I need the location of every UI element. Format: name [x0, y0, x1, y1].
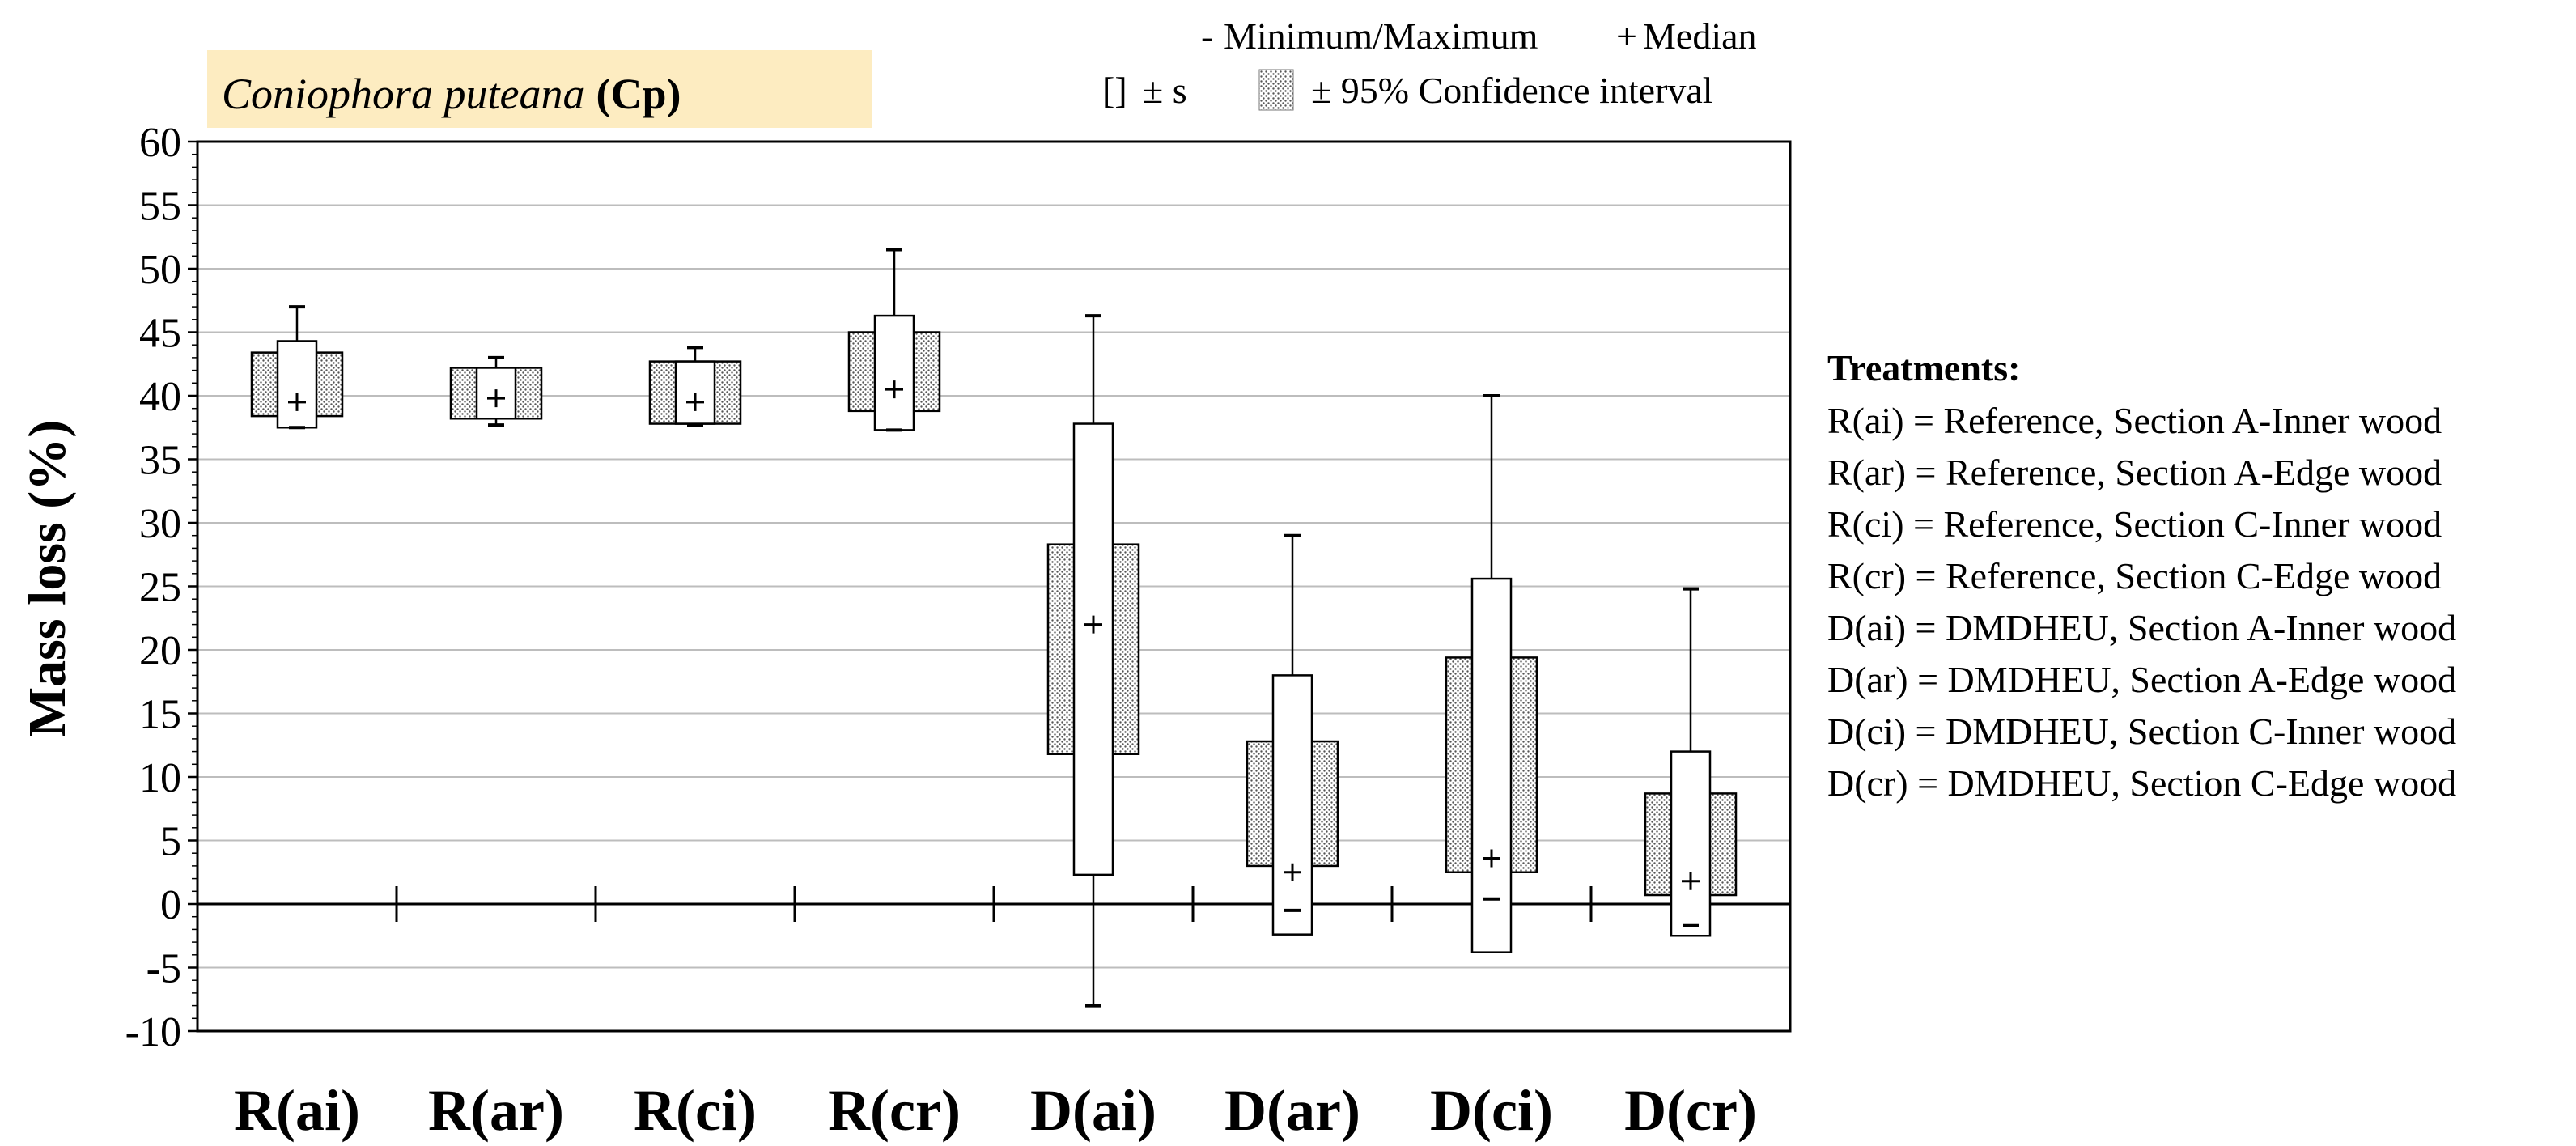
median-marker	[686, 393, 704, 411]
grid-lines	[197, 204, 1790, 969]
treatment-item: R(ci) = Reference, Section C-Inner wood	[1827, 503, 2442, 545]
treatment-item: R(ar) = Reference, Section A-Edge wood	[1827, 452, 2442, 493]
y-tick-label: 45	[139, 311, 181, 357]
x-tick-label: R(ci)	[634, 1078, 757, 1143]
x-tick-label: R(ai)	[234, 1078, 360, 1143]
box-R(ar)	[449, 355, 543, 427]
x-tick-label: R(ar)	[428, 1078, 564, 1143]
y-tick-label: -10	[125, 1009, 181, 1055]
treatment-item: R(cr) = Reference, Section C-Edge wood	[1827, 555, 2442, 596]
y-tick-label: 35	[139, 438, 181, 484]
y-tick-label: 30	[139, 501, 181, 547]
legend-sd-symbol: []	[1102, 70, 1127, 111]
legend-sd-label: ± s	[1143, 70, 1187, 111]
median-marker	[288, 393, 306, 411]
sd-box	[873, 314, 915, 431]
treatment-item: R(ai) = Reference, Section A-Inner wood	[1827, 400, 2442, 441]
y-tick-label: 60	[139, 120, 181, 166]
title-code: (Cp)	[596, 70, 681, 118]
treatment-item: D(ci) = DMDHEU, Section C-Inner wood	[1827, 711, 2456, 752]
sd-box	[1670, 750, 1712, 937]
treatment-item: D(ai) = DMDHEU, Section A-Inner wood	[1827, 607, 2456, 648]
legend-minmax-symbol: -	[1201, 15, 1213, 57]
box-D(cr)	[1644, 587, 1738, 937]
treatments-heading: Treatments:	[1827, 347, 2020, 388]
y-tick-label: 50	[139, 247, 181, 293]
legend-median-label: Median	[1643, 15, 1757, 57]
median-marker	[1682, 872, 1700, 890]
median-marker	[1084, 615, 1102, 634]
sd-box	[674, 360, 716, 425]
box-D(ar)	[1246, 533, 1339, 936]
sd-box	[1072, 422, 1114, 876]
y-axis-label: Mass loss (%)	[18, 420, 77, 737]
y-tick-label: 25	[139, 565, 181, 611]
median-marker	[885, 380, 903, 399]
legend-median-symbol: +	[1616, 15, 1637, 57]
y-tick-label: 40	[139, 374, 181, 420]
box-R(ci)	[648, 346, 742, 427]
plot-frame	[196, 140, 1792, 1033]
treatment-item: D(cr) = DMDHEU, Section C-Edge wood	[1827, 762, 2456, 804]
y-tick-label: 10	[139, 755, 181, 801]
x-tick-label: D(ci)	[1430, 1078, 1553, 1143]
median-marker	[1284, 863, 1301, 881]
legend-minmax-label: Minimum/Maximum	[1224, 15, 1538, 57]
box-series	[250, 248, 1738, 1008]
y-tick-label: 15	[139, 692, 181, 738]
sd-box	[1271, 674, 1313, 936]
legend-ci-label: ± 95% Confidence interval	[1311, 70, 1713, 111]
legend: - Minimum/Maximum + Median [] ± s ± 95% …	[1102, 15, 1757, 111]
y-tick-label: 0	[160, 882, 181, 928]
title-box	[207, 50, 872, 128]
chart-title: Coniophora puteana (Cp)	[222, 70, 681, 118]
sd-box	[276, 340, 318, 429]
median-marker	[487, 389, 505, 408]
box-D(ci)	[1445, 394, 1538, 953]
x-tick-label: D(ar)	[1224, 1078, 1360, 1143]
y-tick-label: 20	[139, 628, 181, 674]
legend-ci-swatch	[1258, 69, 1294, 111]
y-tick-label: 55	[139, 184, 181, 230]
treatment-item: D(ar) = DMDHEU, Section A-Edge wood	[1827, 659, 2456, 700]
y-tick-label: -5	[146, 946, 181, 992]
y-tick-label: 5	[160, 819, 181, 865]
box-R(ai)	[250, 305, 344, 430]
box-D(ai)	[1046, 314, 1140, 1008]
x-tick-label: D(cr)	[1624, 1078, 1757, 1143]
title-species: Coniophora puteana	[222, 70, 585, 118]
sd-box	[1470, 577, 1513, 953]
x-tick-label: R(cr)	[828, 1078, 961, 1143]
sd-box	[475, 367, 517, 420]
x-axis-categories: R(ai) R(ar) R(ci) R(cr) D(ai) D(ar) D(ci) D(cr)	[234, 1078, 1757, 1143]
x-tick-label: D(ai)	[1030, 1078, 1156, 1143]
zero-axis	[197, 886, 1790, 922]
treatments-legend: Treatments: R(ai) = Reference, Section A…	[1827, 347, 2456, 804]
median-marker	[1483, 849, 1500, 868]
box-R(cr)	[847, 248, 941, 432]
